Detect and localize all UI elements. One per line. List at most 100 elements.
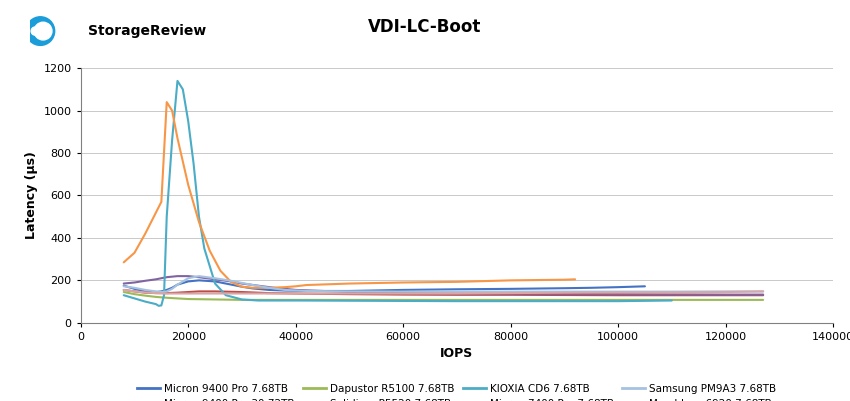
Micron 9400 Pro 30.72TB [237, 290, 247, 294]
Samsung PM9A3 7.68TB [264, 286, 274, 290]
Micron 9400 Pro 30.72TB [666, 293, 677, 298]
Circle shape [31, 27, 39, 35]
KIOXIA CD6 7.68TB [221, 293, 231, 298]
Memblaze 6920 7.68TB [183, 291, 193, 296]
Micron 7400 Pro 7.68TB [559, 277, 570, 282]
Samsung PM9A3 7.68TB [758, 289, 768, 294]
Micron 9400 Pro 30.72TB [506, 292, 516, 297]
Micron 7400 Pro 7.68TB [215, 268, 225, 273]
Micron 9400 Pro 7.68TB [559, 286, 570, 291]
Memblaze 6920 7.68TB [613, 290, 623, 295]
Micron 9400 Pro 7.68TB [280, 288, 290, 293]
KIOXIA CD6 7.68TB [506, 299, 516, 304]
Solidigm P5520 7.68TB [398, 291, 408, 296]
Dapustor R5100 7.68TB [452, 298, 462, 302]
Micron 9400 Pro 30.72TB [129, 289, 139, 294]
Micron 9400 Pro 7.68TB [613, 285, 623, 290]
Line: Samsung PM9A3 7.68TB: Samsung PM9A3 7.68TB [124, 276, 763, 292]
Memblaze 6920 7.68TB [721, 290, 731, 294]
Micron 7400 Pro 7.68TB [237, 284, 247, 289]
Line: Memblaze 6920 7.68TB: Memblaze 6920 7.68TB [124, 290, 763, 294]
Solidigm P5520 7.68TB [253, 283, 264, 288]
Micron 7400 Pro 7.68TB [570, 277, 581, 282]
Micron 9400 Pro 30.72TB [210, 289, 220, 294]
Line: Micron 9400 Pro 30.72TB: Micron 9400 Pro 30.72TB [124, 290, 763, 295]
Micron 9400 Pro 30.72TB [173, 290, 183, 295]
Memblaze 6920 7.68TB [398, 291, 408, 296]
Dapustor R5100 7.68TB [237, 298, 247, 302]
Micron 7400 Pro 7.68TB [291, 284, 301, 289]
Micron 7400 Pro 7.68TB [344, 281, 354, 286]
KIOXIA CD6 7.68TB [194, 214, 204, 219]
KIOXIA CD6 7.68TB [210, 281, 220, 286]
Legend: Micron 9400 Pro 7.68TB, Micron 9400 Pro 30.72TB, Dapustor R5100 7.68TB, Solidigm: Micron 9400 Pro 7.68TB, Micron 9400 Pro … [137, 384, 777, 401]
Micron 7400 Pro 7.68TB [119, 260, 129, 265]
Memblaze 6920 7.68TB [291, 291, 301, 296]
Dapustor R5100 7.68TB [183, 297, 193, 302]
Micron 7400 Pro 7.68TB [301, 283, 311, 288]
Solidigm P5520 7.68TB [119, 281, 129, 286]
Samsung PM9A3 7.68TB [613, 289, 623, 294]
Micron 7400 Pro 7.68TB [156, 199, 167, 204]
Memblaze 6920 7.68TB [129, 289, 139, 294]
Micron 7400 Pro 7.68TB [129, 250, 139, 255]
Micron 9400 Pro 7.68TB [183, 279, 193, 284]
Micron 7400 Pro 7.68TB [264, 286, 274, 290]
Micron 7400 Pro 7.68TB [183, 182, 193, 187]
Samsung PM9A3 7.68TB [301, 289, 311, 294]
Samsung PM9A3 7.68TB [559, 289, 570, 294]
Micron 9400 Pro 30.72TB [183, 290, 193, 294]
Samsung PM9A3 7.68TB [210, 276, 220, 281]
Micron 7400 Pro 7.68TB [151, 210, 162, 215]
KIOXIA CD6 7.68TB [154, 304, 164, 308]
Micron 7400 Pro 7.68TB [173, 136, 183, 141]
Dapustor R5100 7.68TB [291, 298, 301, 302]
Micron 9400 Pro 7.68TB [119, 283, 129, 288]
Solidigm P5520 7.68TB [613, 292, 623, 297]
Dapustor R5100 7.68TB [666, 298, 677, 302]
KIOXIA CD6 7.68TB [559, 299, 570, 304]
Memblaze 6920 7.68TB [151, 291, 162, 296]
Solidigm P5520 7.68TB [452, 291, 462, 296]
Dapustor R5100 7.68TB [613, 298, 623, 302]
Samsung PM9A3 7.68TB [140, 288, 150, 292]
Micron 9400 Pro 7.68TB [140, 289, 150, 294]
KIOXIA CD6 7.68TB [119, 293, 129, 298]
Memblaze 6920 7.68TB [758, 289, 768, 294]
KIOXIA CD6 7.68TB [173, 79, 183, 83]
Micron 9400 Pro 7.68TB [247, 286, 258, 291]
Memblaze 6920 7.68TB [237, 291, 247, 296]
Solidigm P5520 7.68TB [758, 292, 768, 297]
Line: Dapustor R5100 7.68TB: Dapustor R5100 7.68TB [124, 292, 763, 300]
Micron 9400 Pro 30.72TB [291, 291, 301, 296]
Micron 9400 Pro 7.68TB [226, 282, 236, 287]
Micron 9400 Pro 7.68TB [194, 278, 204, 283]
Memblaze 6920 7.68TB [210, 291, 220, 296]
Micron 7400 Pro 7.68TB [398, 280, 408, 285]
KIOXIA CD6 7.68TB [151, 302, 162, 306]
Micron 7400 Pro 7.68TB [226, 279, 236, 284]
Line: Solidigm P5520 7.68TB: Solidigm P5520 7.68TB [124, 276, 763, 295]
Micron 9400 Pro 30.72TB [264, 291, 274, 296]
Micron 7400 Pro 7.68TB [194, 220, 204, 225]
KIOXIA CD6 7.68TB [199, 246, 209, 251]
Circle shape [26, 17, 54, 45]
Solidigm P5520 7.68TB [666, 292, 677, 297]
Micron 9400 Pro 30.72TB [758, 293, 768, 298]
Dapustor R5100 7.68TB [506, 298, 516, 302]
Samsung PM9A3 7.68TB [183, 276, 193, 281]
KIOXIA CD6 7.68TB [159, 293, 169, 298]
Samsung PM9A3 7.68TB [237, 281, 247, 286]
Micron 9400 Pro 7.68TB [344, 289, 354, 294]
Line: Micron 7400 Pro 7.68TB: Micron 7400 Pro 7.68TB [124, 102, 575, 288]
Dapustor R5100 7.68TB [173, 296, 183, 301]
KIOXIA CD6 7.68TB [398, 298, 408, 303]
Micron 7400 Pro 7.68TB [162, 100, 172, 105]
Dapustor R5100 7.68TB [119, 290, 129, 294]
Solidigm P5520 7.68TB [344, 290, 354, 294]
Micron 9400 Pro 30.72TB [398, 292, 408, 297]
Micron 7400 Pro 7.68TB [205, 248, 215, 253]
Solidigm P5520 7.68TB [151, 277, 162, 282]
KIOXIA CD6 7.68TB [269, 298, 280, 303]
Micron 9400 Pro 30.72TB [721, 293, 731, 298]
